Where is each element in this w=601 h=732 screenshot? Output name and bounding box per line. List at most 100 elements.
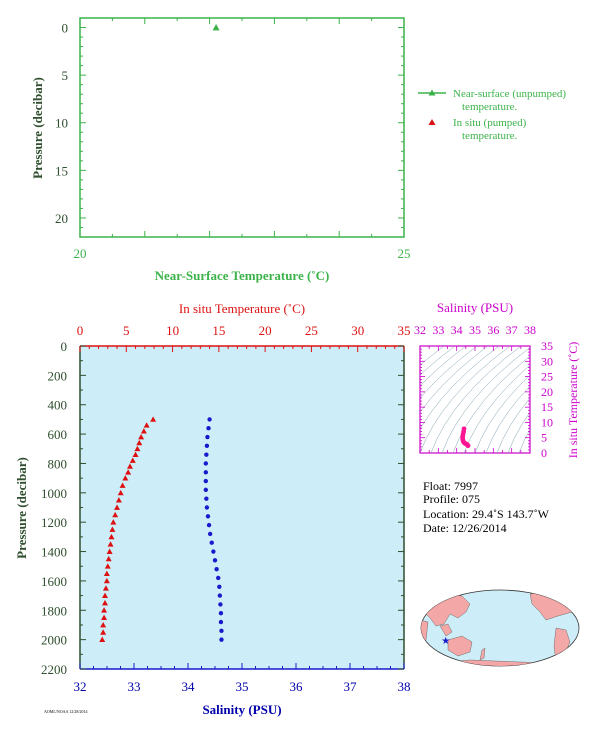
profile-temperature-tick-label: 5 [123,323,130,338]
near-surface-x-ticks: 20 25 [74,18,411,261]
profile-salinity-tick-label: 32 [74,679,87,694]
profile-temperature-tick-label: 20 [259,323,272,338]
salinity-point [212,558,218,563]
profile-salinity-tick-label: 35 [236,679,249,694]
ts-density-contour [420,346,445,366]
ts-y-tick-label: 0 [541,446,547,460]
salinity-point [206,522,212,528]
profile-temperature-axis-title: In situ Temperature (˚C) [179,301,305,316]
legend-entry-2-line2: temperature. [462,130,518,142]
profile-y-tick-label: 1200 [41,515,67,530]
ts-x-tick-label: 37 [506,323,518,337]
profile-chart: 0200400600800100012001400160018002000220… [14,301,411,717]
temperature-point [126,463,133,469]
salinity-point [216,575,221,581]
near-surface-y-tick-label: 20 [55,211,68,226]
profile-y-tick-label: 400 [48,398,68,413]
temperature-point [103,577,110,584]
ts-x-ticks: 32 33 34 35 36 37 38 [414,323,536,453]
salinity-point [211,549,216,554]
salinity-point [217,584,222,589]
profile-y-tick-label: 2200 [41,662,67,677]
ts-density-contour [485,385,530,453]
salinity-point [204,496,209,501]
ts-point [465,443,471,449]
salinity-point [219,628,224,634]
ts-x-tick-label: 36 [487,323,499,337]
ts-density-contour [420,346,489,413]
ts-y-tick-label: 5 [541,431,547,445]
near-surface-y-tick-label: 5 [62,68,69,83]
temperature-point [150,416,157,422]
ts-x-tick-label: 32 [414,323,426,337]
profile-y-tick-label: 1600 [41,574,67,589]
profile-salinity-ticks: 32 33 34 35 36 37 38 [74,663,411,694]
temperature-point [101,599,108,606]
ts-density-contour [474,374,530,453]
salinity-point [203,461,209,466]
profile-y-tick-label: 800 [48,456,68,471]
salinity-point [203,487,209,493]
temperature-point [129,457,136,463]
profile-salinity-axis-title: Salinity (PSU) [202,702,281,717]
salinity-point [205,434,210,440]
ts-y-tick-label: 35 [541,339,553,353]
map-land-new-zealand [479,647,486,661]
temperature-point [115,497,122,503]
salinity-point [218,611,224,616]
profile-salinity-tick-label: 33 [128,679,141,694]
profile-date: Date: 12/26/2014 [423,521,507,535]
salinity-point [205,514,211,519]
temperature-point [108,533,115,540]
profile-number: Profile: 075 [423,492,480,506]
profile-y-tick-label: 1400 [41,545,67,560]
map-land-southeast-asia [439,623,453,637]
temperature-point [140,428,147,434]
temperature-point [112,511,119,518]
footer-credit: AOML/NOAA 12/28/2014 [44,709,87,714]
salinity-point [206,426,211,431]
temperature-point [136,439,143,446]
map-land-greenland [559,590,573,601]
temperature-point [106,548,113,554]
profile-salinity-tick-label: 36 [290,679,304,694]
salinity-point [219,637,224,642]
salinity-point [203,478,209,484]
near-surface-legend: Near-surface (unpumped) temperature. In … [418,88,566,142]
float-location: Location: 29.4˚S 143.7˚W [423,507,550,521]
profile-y-axis-title: Pressure (decibar) [14,457,29,559]
map-land-australia [447,635,473,657]
temperature-point [103,570,110,576]
float-info: Float: 7997 Profile: 075 Location: 29.4˚… [423,479,550,535]
float-location-star-icon: ★ [441,636,450,647]
temperature-point [138,434,145,440]
salinity-point [209,540,214,545]
profile-y-tick-label: 0 [61,339,68,354]
ts-density-contour [420,346,500,430]
profile-y-tick-label: 1800 [41,603,67,618]
ts-density-contour [441,347,530,453]
near-surface-points [212,24,220,31]
temperature-point [102,585,109,591]
float-id: Float: 7997 [423,479,478,493]
near-surface-x-axis-title: Near-Surface Temperature (˚C) [155,268,330,283]
near-surface-plot-frame [79,17,405,238]
ts-x-tick-label: 34 [451,323,463,337]
ts-density-contour [420,346,511,453]
near-surface-y-tick-label: 15 [55,163,68,178]
temperature-point [109,526,116,532]
temperature-point [104,563,111,569]
ts-y-tick-label: 25 [541,370,553,384]
ts-y-tick-label: 20 [541,385,553,399]
world-map: ★ [420,589,580,667]
profile-salinity-tick-label: 37 [344,679,358,694]
map-land-antarctica [421,659,579,666]
temperature-point [110,519,117,525]
temperature-point [132,451,139,458]
profile-temperature-tick-label: 35 [398,323,411,338]
ts-density-contour [463,364,530,453]
